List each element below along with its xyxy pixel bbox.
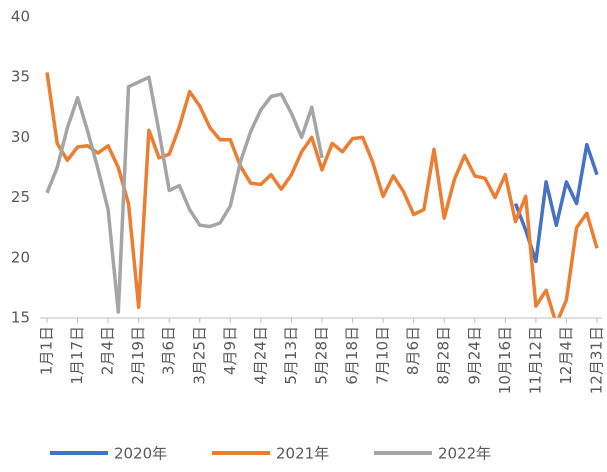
x-tick-label: 4月9日: [221, 326, 239, 375]
legend-label: 2021年: [276, 445, 329, 463]
x-tick-label: 3月25日: [190, 326, 208, 385]
x-tick-label: 1月17日: [68, 326, 86, 385]
x-tick-label: 9月24日: [465, 326, 483, 385]
series-line: [45, 72, 599, 318]
series-line: [45, 75, 324, 314]
x-tick-label: 11月12日: [526, 326, 544, 394]
x-tick-label: 10月16日: [496, 326, 514, 394]
y-tick-label: 25: [11, 188, 30, 206]
legend-label: 2022年: [438, 445, 491, 463]
x-tick-label: 5月13日: [282, 326, 300, 385]
y-tick-label: 20: [11, 248, 30, 266]
legend-label: 2020年: [114, 445, 167, 463]
x-tick-label: 2月19日: [129, 326, 147, 385]
x-tick-label: 6月18日: [343, 326, 361, 385]
y-tick-label: 35: [11, 68, 30, 86]
plot-area: [45, 72, 599, 318]
x-tick-label: 7月10日: [374, 326, 392, 385]
y-tick-label: 40: [11, 8, 30, 26]
y-tick-label: 30: [11, 128, 30, 146]
x-tick-label: 12月31日: [588, 326, 606, 394]
y-tick-label: 15: [11, 309, 30, 327]
x-tick-label: 3月6日: [160, 326, 178, 375]
x-tick-label: 1月1日: [38, 326, 56, 375]
x-tick-label: 8月28日: [435, 326, 453, 385]
x-tick-label: 12月4日: [557, 326, 575, 385]
x-tick-label: 4月24日: [251, 326, 269, 385]
x-tick-label: 8月6日: [404, 326, 422, 375]
x-tick-label: 5月28日: [313, 326, 331, 385]
x-tick-label: 2月4日: [99, 326, 117, 375]
